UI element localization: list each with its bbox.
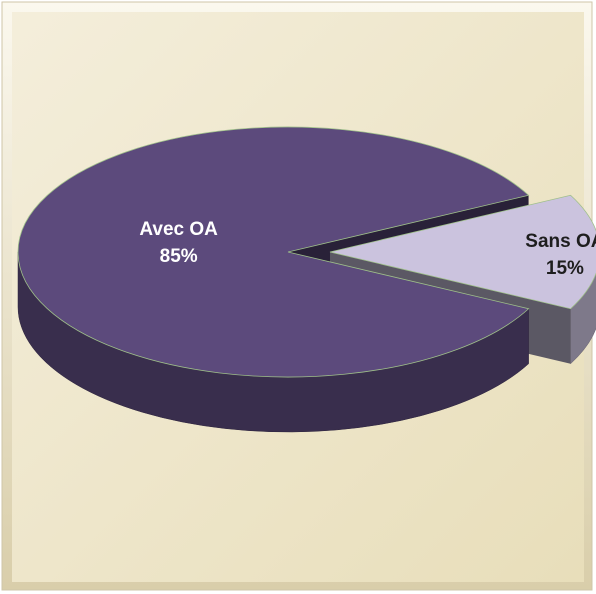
slice (329, 194, 596, 310)
slice-value-label: 85% (160, 246, 198, 267)
slice-label: Avec OA (139, 219, 218, 240)
slice-label: Sans OA (525, 231, 596, 252)
slice-side (570, 272, 596, 365)
pie: Avec OA 85% Sans OA 15% (17, 126, 596, 433)
slice-value-label: 15% (546, 258, 584, 279)
slice (17, 126, 530, 378)
